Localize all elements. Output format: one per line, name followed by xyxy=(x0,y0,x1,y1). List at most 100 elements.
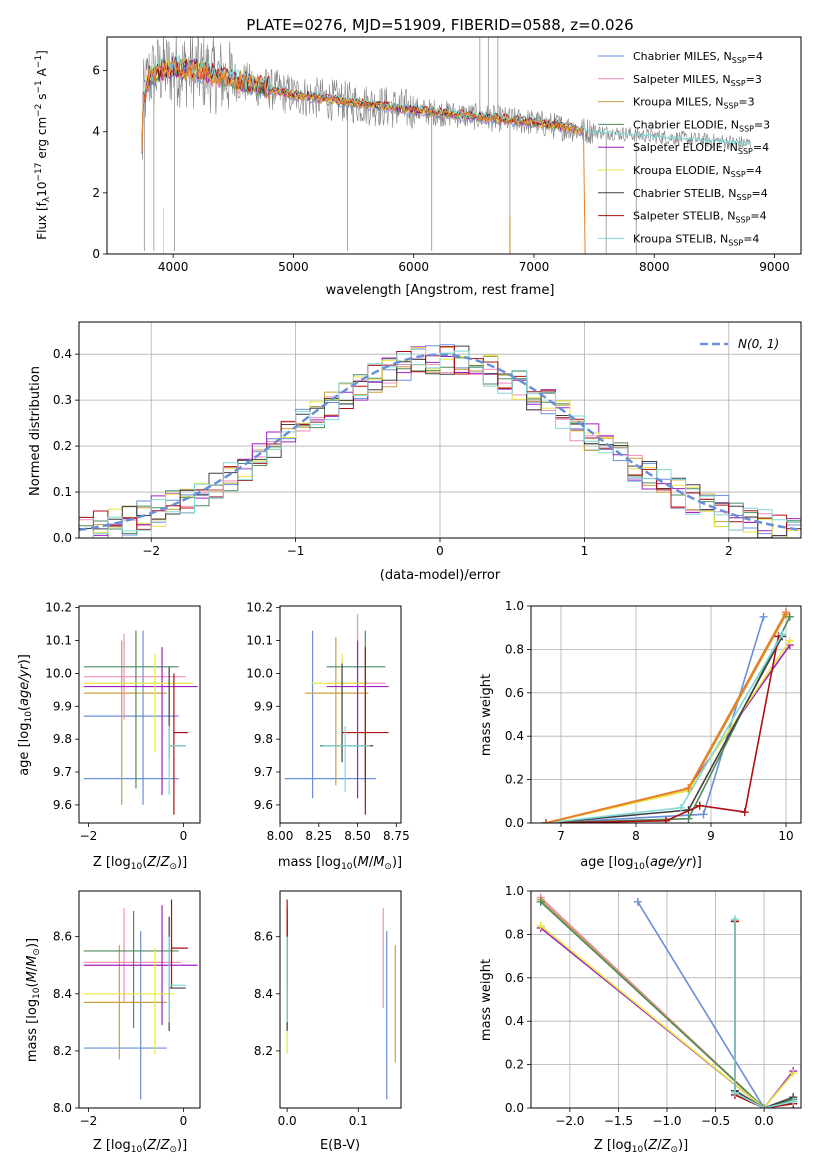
ageMass-ytick-label: 10.0 xyxy=(246,666,273,680)
spectrum-legend-label: Salpeter STELIB, NSSP=4 xyxy=(633,210,767,225)
ageMass-ytick-label: 9.8 xyxy=(254,732,273,746)
residuals-frame xyxy=(78,321,802,539)
ageMass-xtick-label: 8.25 xyxy=(305,829,332,843)
mass-vs-Z-panel: −2 0 8.0 8.2 8.4 8.6 xyxy=(53,890,201,1128)
wZ-ytick-label: 0.6 xyxy=(505,971,524,985)
wZ-frame xyxy=(530,890,802,1109)
wAge-ytick-label: 0.2 xyxy=(505,773,524,787)
residuals-xtick-label: −1 xyxy=(287,544,305,558)
spectrum-plot-area xyxy=(141,37,751,254)
spectrum-legend-label: Chabrier STELIB, NSSP=4 xyxy=(633,187,768,202)
wAge-series-marker xyxy=(782,608,790,617)
wAge-ylabel: mass weight xyxy=(479,674,494,756)
wZ-plot-area xyxy=(536,893,798,1108)
spectrum-model-line xyxy=(141,60,586,254)
wZ-ytick-label: 0.0 xyxy=(505,1101,524,1115)
spectrum-xtick-label: 6000 xyxy=(398,260,429,274)
wAge-series-marker xyxy=(785,612,794,621)
massZ-ytick-label: 8.0 xyxy=(53,1101,72,1115)
spectrum-ytick-label: 0 xyxy=(92,247,100,261)
wAge-xtick-label: 7 xyxy=(557,829,565,843)
wZ-series-marker xyxy=(536,897,545,906)
wAge-series-marker xyxy=(759,612,768,621)
spectrum-legend-label: Salpeter ELODIE, NSSP=4 xyxy=(633,141,769,156)
massEbv-ytick-label: 8.6 xyxy=(254,930,273,944)
wAge-series-marker xyxy=(662,816,670,823)
ageMass-ytick-label: 10.2 xyxy=(246,601,273,615)
spectrum-xtick-label: 8000 xyxy=(639,260,670,274)
normal-curve xyxy=(79,353,801,532)
massZ-xtick-label: −2 xyxy=(80,1114,98,1128)
wZ-series-line xyxy=(540,901,794,1108)
ageZ-ytick-label: 9.9 xyxy=(53,699,72,713)
ageZ-ytick-label: 10.1 xyxy=(45,634,72,648)
wZ-xtick-label: −1.5 xyxy=(604,1114,633,1128)
wAge-series-marker xyxy=(778,630,787,639)
massZ-ytick-label: 8.4 xyxy=(53,987,72,1001)
spectrum-xtick-label: 4000 xyxy=(158,260,189,274)
ageMass-ytick-label: 10.1 xyxy=(246,634,273,648)
spectrum-panel: 4000 5000 6000 7000 8000 9000 0 2 4 6 Chabrier MIL… xyxy=(92,36,802,274)
massEbv-xtick-label: 0.1 xyxy=(349,1114,368,1128)
wZ-ylabel: mass weight xyxy=(479,959,494,1041)
spectrum-legend-label: Salpeter MILES, NSSP=3 xyxy=(633,73,762,88)
massEbv-ytick-label: 8.4 xyxy=(254,987,273,1001)
spectrum-xlabel: wavelength [Angstrom, rest frame] xyxy=(326,283,555,298)
spectrum-legend-label: Chabrier MILES, NSSP=4 xyxy=(633,50,763,65)
wZ-series-marker xyxy=(730,915,739,924)
ageZ-xtick-label: 0 xyxy=(180,829,188,843)
wAge-series-marker xyxy=(699,810,708,819)
wZ-series-marker xyxy=(760,1104,769,1108)
wZ-ytick-label: 0.8 xyxy=(505,927,524,941)
residual-histogram xyxy=(79,344,801,538)
weight-vs-Z-panel: −2.0 −1.5 −1.0 −0.5 0.0 0.0 0.2 0.4 0.6 0.8 1.0 xyxy=(505,884,802,1128)
residuals-xtick-label: 1 xyxy=(581,544,589,558)
wZ-ytick-label: 0.2 xyxy=(505,1058,524,1072)
wAge-frame xyxy=(530,605,802,824)
wZ-series-line xyxy=(734,919,794,1108)
wAge-xtick-label: 9 xyxy=(707,829,715,843)
wZ-series-marker xyxy=(730,1088,739,1097)
massZ-xlabel: Z [log10(Z/Z⊙)] xyxy=(93,1138,187,1155)
spectrum-legend-label: Chabrier ELODIE, NSSP=3 xyxy=(633,118,770,133)
massZ-ylabel: mass [log10(M/M⊙)] xyxy=(25,938,42,1062)
wZ-xtick-label: −1.0 xyxy=(652,1114,681,1128)
age-vs-Z-panel: −2 0 9.6 9.7 9.8 9.9 10.0 10.1 10.2 xyxy=(45,601,201,843)
weight-vs-age-panel: 7 8 9 10 0.0 0.2 0.4 0.6 0.8 1.0 xyxy=(505,599,802,843)
ageMass-xtick-label: 8.75 xyxy=(383,829,410,843)
massEbv-plot-area xyxy=(286,899,396,1100)
wAge-series-marker xyxy=(684,784,693,793)
figure-title: PLATE=0276, MJD=51909, FIBERID=0588, z=0… xyxy=(246,16,633,34)
spectrum-xtick-label: 5000 xyxy=(278,260,309,274)
ageZ-frame xyxy=(78,605,201,824)
wZ-series-marker xyxy=(536,921,545,930)
spectrum-ytick-label: 4 xyxy=(92,125,100,139)
spectrum-legend-label: Kroupa ELODIE, NSSP=4 xyxy=(633,164,762,179)
spectrum-legend-sub: SSP xyxy=(731,79,746,88)
massEbv-ytick-label: 8.2 xyxy=(254,1044,273,1058)
spectrum-legend-value: =4 xyxy=(753,141,769,154)
residuals-ytick-label: 0.1 xyxy=(53,485,72,499)
wZ-xtick-label: −0.5 xyxy=(701,1114,730,1128)
massZ-frame xyxy=(78,890,201,1109)
spectrum-legend-sub: SSP xyxy=(723,102,738,111)
wZ-ytick-label: 0.4 xyxy=(505,1014,524,1028)
spectrum-xtick-label: 9000 xyxy=(759,260,790,274)
residuals-ytick-label: 0.4 xyxy=(53,347,72,361)
wZ-series-line xyxy=(540,925,794,1108)
wAge-series-marker xyxy=(695,801,704,810)
massZ-ytick-label: 8.6 xyxy=(53,930,72,944)
ageMass-plot-area xyxy=(284,614,389,815)
ageMass-xlabel: mass [log10(M/M⊙)] xyxy=(278,855,402,872)
residuals-ylabel: Normed distribution xyxy=(28,366,43,496)
residuals-xlabel: (data-model)/error xyxy=(380,568,501,583)
ageMass-xtick-label: 8.50 xyxy=(344,829,371,843)
residuals-xtick-label: 0 xyxy=(436,544,444,558)
wAge-plot-area xyxy=(542,608,794,823)
spectrum-model-line xyxy=(141,53,584,149)
spectrum-legend-value: =3 xyxy=(746,73,762,86)
wAge-series-marker xyxy=(542,819,550,823)
spectrum-legend-value: =4 xyxy=(743,232,759,245)
age-vs-mass-panel: 8.00 8.25 8.50 8.75 9.6 9.7 9.8 9.9 10.0 10.1 10.2 xyxy=(246,601,409,843)
